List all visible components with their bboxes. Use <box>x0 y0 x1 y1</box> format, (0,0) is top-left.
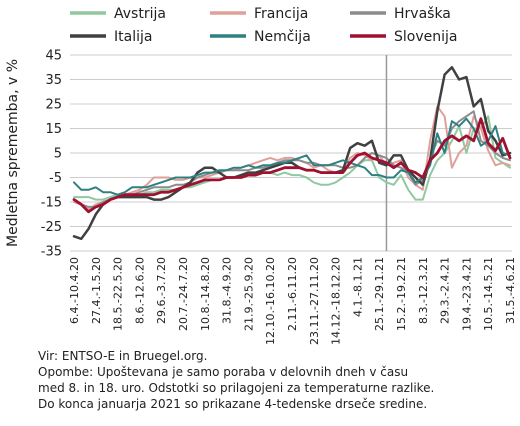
x-tick-label: 12.10.-16.10.20 <box>264 257 277 345</box>
legend-item-1: Avstrija <box>70 6 166 22</box>
legend-item-4: Italija <box>70 29 152 45</box>
y-tick-label: 45 <box>45 49 62 64</box>
x-tick-label: 25.1.-29.1.21 <box>373 257 386 331</box>
y-tick-label: 35 <box>45 73 62 88</box>
x-tick-label: 8.3.-12.3.21 <box>417 257 430 324</box>
x-tick-label: 2.11.-6.11.20 <box>286 257 299 331</box>
series-line-3 <box>73 110 511 208</box>
y-tick-label: 15 <box>45 122 62 137</box>
legend-label: Hrvaška <box>394 6 451 22</box>
x-tick-label: 29.3.-2.4.21 <box>439 257 452 324</box>
x-tick-label: 21.9.-25.9.20 <box>242 257 255 331</box>
y-tick-label: 5 <box>54 147 62 162</box>
chart-notes: Vir: ENTSO-E in Bruegel.org. Opombe: Upo… <box>38 348 518 412</box>
y-tick-label: -25 <box>41 220 62 235</box>
y-tick-label: -5 <box>49 171 62 186</box>
series-line-1 <box>73 115 511 201</box>
x-tick-label: 14.12.-18.12.20 <box>330 257 343 345</box>
legend-item-6: Slovenija <box>350 29 457 45</box>
x-tick-label: 15.2.-19.2.21 <box>395 257 408 331</box>
note-line-1: Opombe: Upoštevana je samo poraba v delo… <box>38 365 409 379</box>
legend-label: Avstrija <box>114 6 166 22</box>
x-tick-label: 31.5.-4.6.21 <box>504 257 517 324</box>
y-tick-label: -15 <box>41 196 62 211</box>
x-tick-label: 29.6.-3.7.20 <box>155 257 168 324</box>
source-note: Vir: ENTSO-E in Bruegel.org. <box>38 349 208 363</box>
x-tick-label: 31.8.-4.9.20 <box>221 257 234 324</box>
x-tick-label: 6.4.-10.4.20 <box>68 257 81 324</box>
legend-label: Francija <box>254 6 308 22</box>
series-line-6 <box>72 117 512 214</box>
x-tick-label: 8.6.-12.6.20 <box>133 257 146 324</box>
y-tick-label: -35 <box>41 245 62 260</box>
series-line-4 <box>72 66 512 241</box>
y-axis-label: Medletna sprememba, v % <box>5 59 21 247</box>
legend-label: Nemčija <box>254 29 311 45</box>
x-tick-label: 4.1.-8.1.21 <box>351 257 364 317</box>
y-tick-label: 25 <box>45 98 62 113</box>
legend-label: Italija <box>114 29 152 45</box>
line-chart: Avstrija Francija Hrvaška Italija Nemčija Slo… <box>5 6 517 345</box>
x-tick-label: 19.4.-23.4.21 <box>460 257 473 331</box>
x-tick-label: 10.8.-14.8.20 <box>199 257 212 331</box>
legend-item-2: Francija <box>210 6 308 22</box>
legend-label: Slovenija <box>394 29 457 45</box>
note-line-2: med 8. in 18. uro. Odstotki so prilagoje… <box>38 381 435 395</box>
legend-item-3: Hrvaška <box>350 6 451 22</box>
x-tick-label: 20.7.-24.7.20 <box>177 257 190 331</box>
x-tick-label: 27.4.-1.5.20 <box>90 257 103 324</box>
x-tick-label: 23.11.-27.11.20 <box>308 257 321 345</box>
x-tick-label: 18.5.-22.5.20 <box>112 257 125 331</box>
series-line-5 <box>73 117 511 196</box>
legend-item-5: Nemčija <box>210 29 311 45</box>
note-line-3: Do konca januarja 2021 so prikazane 4-te… <box>38 397 428 411</box>
x-tick-label: 10.5.-14.5.21 <box>482 257 495 331</box>
